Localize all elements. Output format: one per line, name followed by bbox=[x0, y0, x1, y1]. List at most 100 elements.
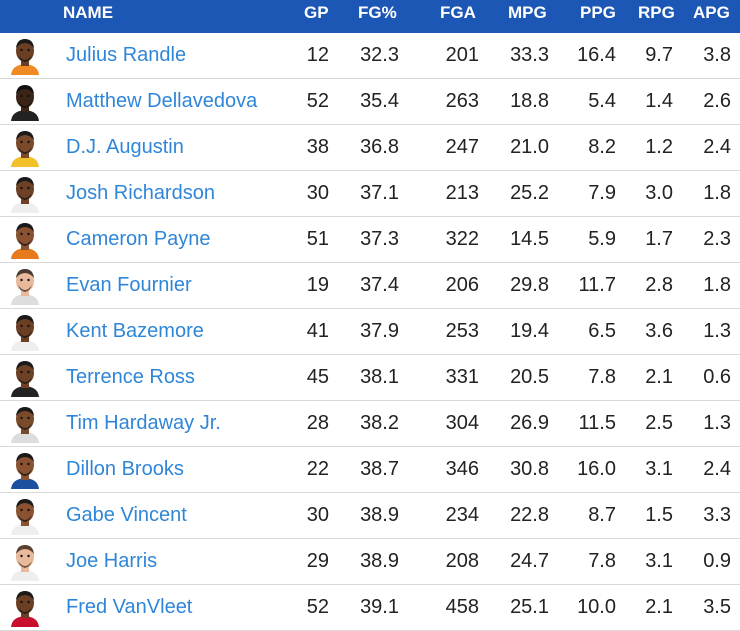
stat-mpg: 19.4 bbox=[510, 320, 549, 342]
stat-fga: 322 bbox=[445, 228, 479, 250]
stat-fg-pct: 38.9 bbox=[360, 550, 399, 572]
stat-mpg: 30.8 bbox=[510, 458, 549, 480]
stat-ppg: 8.2 bbox=[588, 136, 616, 158]
stat-apg: 3.8 bbox=[703, 44, 731, 66]
stat-fg-pct: 37.3 bbox=[360, 228, 399, 250]
player-avatar-icon bbox=[11, 177, 39, 213]
stat-gp: 45 bbox=[306, 366, 329, 388]
stat-fg-pct: 38.9 bbox=[360, 504, 399, 526]
header-ppg[interactable]: PPG bbox=[580, 3, 616, 22]
stat-mpg: 20.5 bbox=[510, 366, 549, 388]
player-name-link[interactable]: Dillon Brooks bbox=[66, 458, 184, 480]
player-name-link[interactable]: Terrence Ross bbox=[66, 366, 195, 388]
player-avatar-icon bbox=[11, 85, 39, 121]
table-row: Evan Fournier 19 37.4 206 29.8 11.7 2.8 1.8 bbox=[0, 263, 740, 309]
table-row: Fred VanVleet 52 39.1 458 25.1 10.0 2.1 3.5 bbox=[0, 585, 740, 631]
stat-fga: 304 bbox=[445, 412, 479, 434]
header-gp[interactable]: GP bbox=[304, 3, 329, 22]
player-name-link[interactable]: Josh Richardson bbox=[66, 182, 215, 204]
table-body: Julius Randle 12 32.3 201 33.3 16.4 9.7 3.8 Matt… bbox=[0, 33, 740, 631]
stat-fg-pct: 38.1 bbox=[360, 366, 399, 388]
stat-apg: 3.5 bbox=[703, 596, 731, 618]
stat-fga: 201 bbox=[445, 44, 479, 66]
stat-fg-pct: 35.4 bbox=[360, 90, 399, 112]
stat-fga: 208 bbox=[445, 550, 479, 572]
header-fg-pct[interactable]: FG% bbox=[358, 3, 397, 22]
stat-ppg: 11.7 bbox=[578, 274, 616, 296]
player-name-link[interactable]: Gabe Vincent bbox=[66, 504, 187, 526]
stat-rpg: 3.0 bbox=[645, 182, 673, 204]
stat-fg-pct: 38.2 bbox=[360, 412, 399, 434]
stat-gp: 22 bbox=[306, 458, 329, 480]
header-mpg[interactable]: MPG bbox=[508, 3, 547, 22]
stat-gp: 38 bbox=[306, 136, 329, 158]
stat-apg: 2.3 bbox=[703, 228, 731, 250]
header-fga[interactable]: FGA bbox=[440, 3, 476, 22]
header-apg[interactable]: APG bbox=[693, 3, 730, 22]
stat-gp: 52 bbox=[306, 596, 329, 618]
stat-fg-pct: 38.7 bbox=[360, 458, 399, 480]
player-name-link[interactable]: Julius Randle bbox=[66, 44, 187, 66]
player-name-link[interactable]: D.J. Augustin bbox=[66, 136, 184, 158]
stat-gp: 30 bbox=[306, 504, 329, 526]
stat-rpg: 1.4 bbox=[645, 90, 673, 112]
player-avatar-icon bbox=[11, 545, 39, 581]
player-avatar-icon bbox=[11, 499, 39, 535]
stat-ppg: 11.5 bbox=[578, 412, 616, 434]
stat-fg-pct: 37.4 bbox=[360, 274, 399, 296]
stat-rpg: 2.5 bbox=[645, 412, 673, 434]
stat-rpg: 1.5 bbox=[645, 504, 673, 526]
stat-mpg: 33.3 bbox=[510, 44, 549, 66]
header-rpg[interactable]: RPG bbox=[638, 3, 675, 22]
player-name-link[interactable]: Cameron Payne bbox=[66, 228, 211, 250]
table-row: Cameron Payne 51 37.3 322 14.5 5.9 1.7 2.3 bbox=[0, 217, 740, 263]
stat-apg: 2.6 bbox=[703, 90, 731, 112]
stat-gp: 12 bbox=[306, 44, 329, 66]
stat-mpg: 22.8 bbox=[510, 504, 549, 526]
table-row: Tim Hardaway Jr. 28 38.2 304 26.9 11.5 2.5 1.3 bbox=[0, 401, 740, 447]
stat-apg: 1.8 bbox=[703, 182, 731, 204]
stat-gp: 41 bbox=[306, 320, 329, 342]
stat-gp: 19 bbox=[306, 274, 329, 296]
stat-rpg: 2.8 bbox=[645, 274, 673, 296]
stat-fg-pct: 37.9 bbox=[360, 320, 399, 342]
player-name-link[interactable]: Kent Bazemore bbox=[66, 320, 204, 342]
player-avatar-icon bbox=[11, 591, 39, 627]
stat-ppg: 10.0 bbox=[577, 596, 616, 618]
player-name-link[interactable]: Evan Fournier bbox=[66, 274, 192, 296]
player-avatar-icon bbox=[11, 131, 39, 167]
stat-rpg: 1.7 bbox=[645, 228, 673, 250]
player-name-link[interactable]: Fred VanVleet bbox=[66, 596, 193, 618]
player-name-link[interactable]: Joe Harris bbox=[66, 550, 158, 572]
player-avatar-icon bbox=[11, 269, 39, 305]
stat-fg-pct: 39.1 bbox=[360, 596, 399, 618]
stat-apg: 0.6 bbox=[703, 366, 731, 388]
stat-ppg: 8.7 bbox=[588, 504, 616, 526]
stat-fga: 253 bbox=[445, 320, 479, 342]
table-row: Joe Harris 29 38.9 208 24.7 7.8 3.1 0.9 bbox=[0, 539, 740, 585]
stat-ppg: 5.4 bbox=[588, 90, 616, 112]
table-row: D.J. Augustin 38 36.8 247 21.0 8.2 1.2 2.4 bbox=[0, 125, 740, 171]
header-name[interactable]: NAME bbox=[63, 3, 114, 22]
stat-fga: 247 bbox=[445, 136, 479, 158]
stat-mpg: 21.0 bbox=[510, 136, 549, 158]
player-name-link[interactable]: Tim Hardaway Jr. bbox=[66, 412, 221, 434]
stat-apg: 2.4 bbox=[703, 458, 731, 480]
stat-apg: 2.4 bbox=[703, 136, 731, 158]
stat-fga: 213 bbox=[445, 182, 479, 204]
stat-mpg: 24.7 bbox=[510, 550, 549, 572]
table-row: Josh Richardson 30 37.1 213 25.2 7.9 3.0 1.8 bbox=[0, 171, 740, 217]
stat-apg: 3.3 bbox=[703, 504, 731, 526]
table-row: Gabe Vincent 30 38.9 234 22.8 8.7 1.5 3.3 bbox=[0, 493, 740, 539]
stat-rpg: 2.1 bbox=[645, 366, 673, 388]
player-name-link[interactable]: Matthew Dellavedova bbox=[66, 90, 258, 112]
stat-mpg: 25.1 bbox=[510, 596, 549, 618]
player-avatar-icon bbox=[11, 407, 39, 443]
stat-gp: 28 bbox=[306, 412, 329, 434]
stat-ppg: 16.0 bbox=[577, 458, 616, 480]
stat-fg-pct: 37.1 bbox=[360, 182, 399, 204]
player-avatar-icon bbox=[11, 361, 39, 397]
stat-fga: 234 bbox=[445, 504, 479, 526]
table-row: Terrence Ross 45 38.1 331 20.5 7.8 2.1 0.6 bbox=[0, 355, 740, 401]
stat-fg-pct: 36.8 bbox=[360, 136, 399, 158]
